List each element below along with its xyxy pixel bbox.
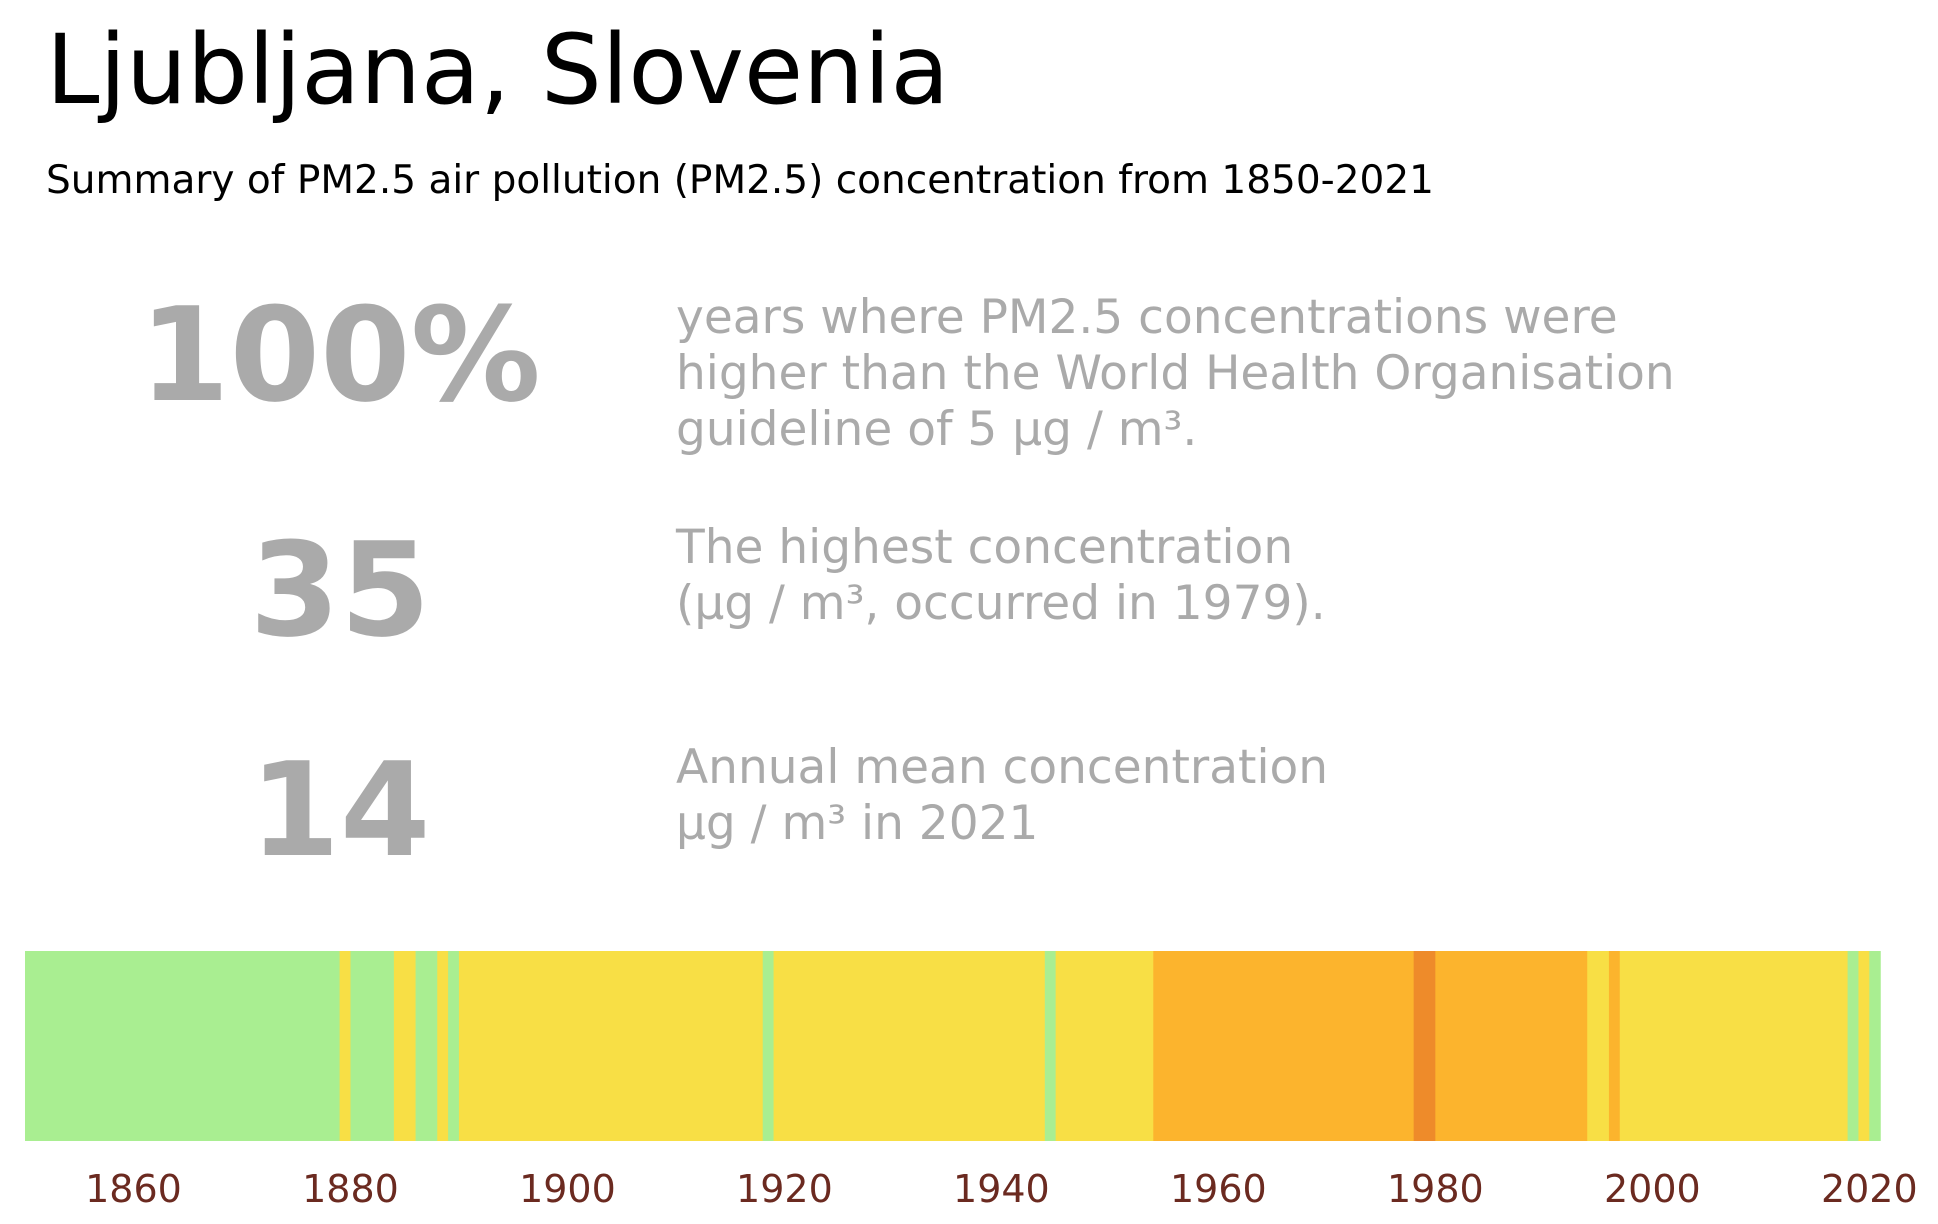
stripe-1880-1884 xyxy=(350,951,395,1141)
stripe-2019-2020 xyxy=(1858,951,1870,1141)
stripe-1850-1879 xyxy=(25,951,341,1141)
stripe-1944-1945 xyxy=(1044,951,1057,1141)
stat-exceedance-line-3: guideline of 5 μg / m³. xyxy=(676,402,1198,457)
stripe-1919-1944 xyxy=(773,951,1046,1141)
stripe-1884-1886 xyxy=(393,951,417,1141)
xtick-label-1860: 1860 xyxy=(85,1167,182,1211)
stripe-1945-1954 xyxy=(1055,951,1154,1141)
page-title: Ljubljana, Slovenia xyxy=(46,14,950,126)
xtick-label-1980: 1980 xyxy=(1387,1167,1484,1211)
stripe-1879-1880 xyxy=(339,951,352,1141)
stripe-2020-2021 xyxy=(1869,951,1881,1141)
xtick-label-1880: 1880 xyxy=(302,1167,399,1211)
xtick-label-1920: 1920 xyxy=(736,1167,833,1211)
stat-mean-line-1: Annual mean concentration xyxy=(676,740,1329,795)
stat-highest-description: The highest concentration (μg / m³, occu… xyxy=(676,520,1326,632)
stripe-1888-1889 xyxy=(437,951,449,1141)
xtick-label-1940: 1940 xyxy=(953,1167,1050,1211)
stripe-1954-1978 xyxy=(1153,951,1415,1141)
page-subtitle: Summary of PM2.5 air pollution (PM2.5) c… xyxy=(46,158,1434,203)
stat-exceedance-line-2: higher than the World Health Organisatio… xyxy=(676,346,1675,401)
stat-mean-value: 14 xyxy=(249,734,431,886)
stripe-1980-1994 xyxy=(1435,951,1588,1141)
xtick-label-2020: 2020 xyxy=(1821,1167,1918,1211)
xtick-label-1900: 1900 xyxy=(519,1167,616,1211)
xtick-group: 1860 1880 1900 1920 1940 1960 1980 2000 2020 xyxy=(85,1167,1918,1211)
stripe-group xyxy=(25,951,1881,1141)
stripe-2018-2019 xyxy=(1847,951,1860,1141)
stat-highest-line-1: The highest concentration xyxy=(676,520,1294,575)
stat-mean-line-2: μg / m³ in 2021 xyxy=(676,796,1039,851)
stat-exceedance-value: 100% xyxy=(139,279,541,431)
stripe-1890-1918 xyxy=(458,951,764,1141)
stat-highest-value: 35 xyxy=(249,514,431,666)
stat-mean-description: Annual mean concentration μg / m³ in 202… xyxy=(676,740,1328,852)
stripe-1997-2018 xyxy=(1619,951,1849,1141)
xtick-label-1960: 1960 xyxy=(1170,1167,1267,1211)
stat-exceedance-description: years where PM2.5 concentrations were hi… xyxy=(676,290,1675,458)
stripe-1994-1996 xyxy=(1587,951,1610,1141)
stripe-1889-1890 xyxy=(448,951,460,1141)
stripe-1996-1997 xyxy=(1608,951,1621,1141)
stripe-1886-1888 xyxy=(415,951,438,1141)
stripe-1978-1980 xyxy=(1413,951,1436,1141)
pm25-stripes-chart: 1860 1880 1900 1920 1940 1960 1980 2000 2020 xyxy=(25,951,1918,1211)
xtick-label-2000: 2000 xyxy=(1604,1167,1701,1211)
stripe-1918-1919 xyxy=(762,951,775,1141)
stat-highest-line-2: (μg / m³, occurred in 1979). xyxy=(676,576,1326,631)
stat-exceedance-line-1: years where PM2.5 concentrations were xyxy=(676,290,1618,345)
